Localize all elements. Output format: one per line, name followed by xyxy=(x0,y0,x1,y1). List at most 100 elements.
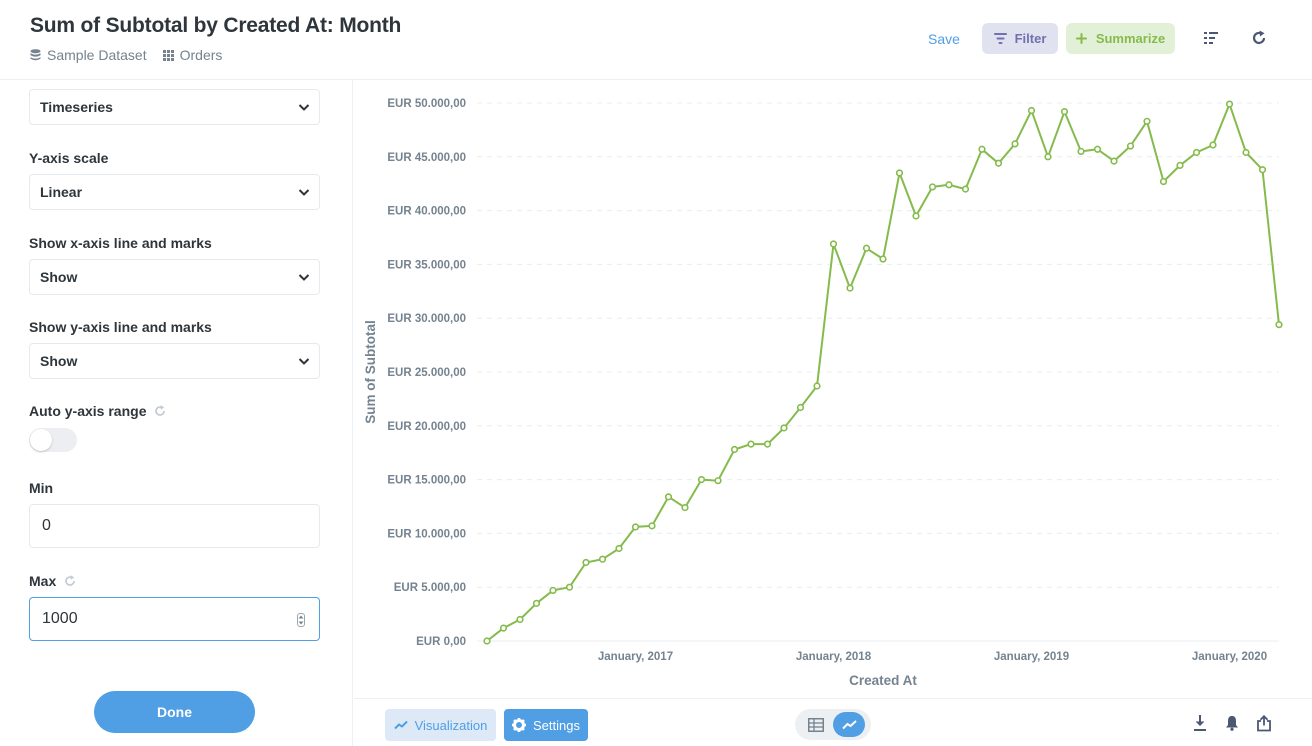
auto-y-range-label: Auto y-axis range xyxy=(29,403,147,419)
data-point[interactable] xyxy=(582,558,590,567)
table-view-button[interactable] xyxy=(805,714,827,735)
visualization-button-label: Visualization xyxy=(414,717,488,733)
y-tick-label: EUR 25.000,00 xyxy=(387,367,466,379)
data-point[interactable] xyxy=(796,403,805,412)
auto-y-range-toggle[interactable] xyxy=(29,428,77,452)
x-tick-label[interactable]: January, 2020 xyxy=(1192,651,1267,663)
x-tick-label[interactable]: January, 2018 xyxy=(796,651,872,663)
page-title: Sum of Subtotal by Created At: Month xyxy=(30,14,402,37)
breadcrumb-database[interactable]: Sample Dataset xyxy=(30,47,147,63)
data-point[interactable] xyxy=(1209,141,1217,149)
data-point[interactable] xyxy=(1110,157,1118,165)
y-tick-label: EUR 50.000,00 xyxy=(387,98,466,110)
data-point[interactable] xyxy=(829,240,838,248)
summarize-button[interactable]: Summarize xyxy=(1066,23,1175,54)
data-point[interactable] xyxy=(846,284,854,292)
data-point[interactable] xyxy=(681,503,689,512)
query-footer: Visualization Settings xyxy=(354,698,1312,746)
max-input-value: 1000 xyxy=(42,610,78,627)
alert-button[interactable] xyxy=(1223,714,1241,732)
show-x-axis-select[interactable]: Show xyxy=(29,259,320,295)
data-point[interactable] xyxy=(1159,177,1168,186)
data-point[interactable] xyxy=(532,599,541,607)
data-point[interactable] xyxy=(1077,147,1085,156)
show-x-axis-select-value: Show xyxy=(40,269,78,285)
filter-button[interactable]: Filter xyxy=(982,23,1058,54)
refresh-button[interactable] xyxy=(1249,28,1269,48)
done-button[interactable]: Done xyxy=(94,691,255,733)
notebook-editor-button[interactable] xyxy=(1201,28,1221,48)
timeseries-select[interactable]: Timeseries xyxy=(29,89,320,125)
show-y-axis-select[interactable]: Show xyxy=(29,343,320,379)
data-point[interactable] xyxy=(714,477,722,485)
data-point[interactable] xyxy=(697,476,706,484)
save-button[interactable]: Save xyxy=(928,30,960,47)
reset-icon[interactable] xyxy=(64,575,76,587)
data-point[interactable] xyxy=(895,169,904,177)
data-point[interactable] xyxy=(961,185,970,193)
data-point[interactable] xyxy=(813,382,821,390)
data-point[interactable] xyxy=(1011,140,1019,148)
data-point[interactable] xyxy=(664,493,673,501)
data-point[interactable] xyxy=(928,183,937,191)
y-tick-label: EUR 5.000,00 xyxy=(394,582,466,594)
y-tick-label: EUR 35.000,00 xyxy=(387,259,466,271)
data-point[interactable] xyxy=(879,255,887,263)
data-point[interactable] xyxy=(1143,117,1151,125)
data-point[interactable] xyxy=(516,615,524,624)
download-button[interactable] xyxy=(1191,714,1209,732)
min-label: Min xyxy=(29,480,54,496)
x-tick-label[interactable]: January, 2019 xyxy=(994,651,1069,663)
share-button[interactable] xyxy=(1255,714,1273,732)
data-point[interactable] xyxy=(1093,145,1102,153)
data-point[interactable] xyxy=(483,637,491,645)
data-point[interactable] xyxy=(763,440,772,448)
data-point[interactable] xyxy=(994,159,1003,167)
data-point[interactable] xyxy=(1275,321,1283,329)
data-point[interactable] xyxy=(945,181,953,189)
y-tick-label: EUR 10.000,00 xyxy=(387,528,466,540)
min-input[interactable]: 0 xyxy=(29,504,320,548)
breadcrumb-table[interactable]: Orders xyxy=(162,47,222,63)
data-point[interactable] xyxy=(499,624,508,632)
show-y-axis-label: Show y-axis line and marks xyxy=(29,319,212,335)
data-point[interactable] xyxy=(780,424,788,432)
data-point[interactable] xyxy=(1126,142,1135,150)
y-tick-label: EUR 40.000,00 xyxy=(387,206,466,218)
y-tick-label: EUR 0,00 xyxy=(416,636,466,648)
query-header: Sum of Subtotal by Created At: Month Sam… xyxy=(0,0,1312,80)
max-label-row: Max xyxy=(29,573,76,589)
data-point[interactable] xyxy=(549,586,557,595)
x-tick-label[interactable]: January, 2017 xyxy=(598,651,673,663)
line-chart-icon xyxy=(841,719,857,729)
chart-view-button[interactable] xyxy=(833,712,865,737)
data-point[interactable] xyxy=(730,445,739,454)
yscale-select[interactable]: Linear xyxy=(29,174,320,210)
data-point[interactable] xyxy=(1225,100,1234,108)
data-point[interactable] xyxy=(747,440,755,448)
number-spinner[interactable] xyxy=(297,613,305,627)
summarize-button-label: Summarize xyxy=(1095,31,1166,46)
data-point[interactable] xyxy=(1258,166,1267,174)
max-input[interactable]: 1000 xyxy=(29,597,320,641)
data-point[interactable] xyxy=(1192,148,1201,157)
data-point[interactable] xyxy=(1027,106,1036,115)
data-point[interactable] xyxy=(615,544,623,553)
y-tick-label: EUR 30.000,00 xyxy=(387,313,466,325)
reset-icon[interactable] xyxy=(154,405,166,417)
data-point[interactable] xyxy=(565,583,574,591)
data-point[interactable] xyxy=(631,523,640,531)
data-point[interactable] xyxy=(912,212,920,220)
data-point[interactable] xyxy=(1176,161,1184,170)
data-point[interactable] xyxy=(1060,108,1069,116)
visualization-button[interactable]: Visualization xyxy=(385,709,496,741)
data-point[interactable] xyxy=(1242,148,1250,157)
data-point[interactable] xyxy=(862,244,871,252)
settings-button[interactable]: Settings xyxy=(504,709,588,741)
data-point[interactable] xyxy=(598,555,607,563)
data-point[interactable] xyxy=(978,145,986,153)
data-point[interactable] xyxy=(1044,153,1052,161)
chart-settings-sidebar: Timeseries Y-axis scale Linear Show x-ax… xyxy=(0,80,353,746)
y-tick-label: EUR 15.000,00 xyxy=(387,475,466,487)
data-point[interactable] xyxy=(648,522,656,530)
